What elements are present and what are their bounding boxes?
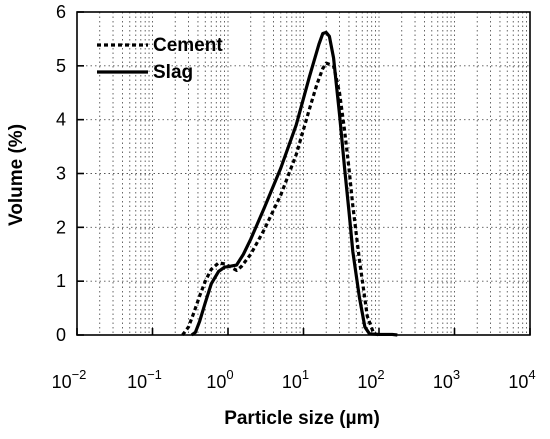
x-tick-label: 103 bbox=[433, 367, 460, 392]
x-tick-label: 102 bbox=[357, 367, 384, 392]
y-tick-label: 4 bbox=[56, 110, 66, 130]
y-tick-label: 6 bbox=[56, 2, 66, 22]
legend-label-slag: Slag bbox=[153, 62, 193, 83]
y-tick-label: 3 bbox=[56, 164, 66, 184]
y-tick-label: 1 bbox=[56, 271, 66, 291]
legend: Cement Slag bbox=[97, 35, 223, 83]
x-tick-labels: 10−2 10−1 100 101 102 103 104 bbox=[52, 367, 536, 392]
y-tick-labels: 0 1 2 3 4 5 6 bbox=[56, 2, 66, 345]
y-tick-label: 5 bbox=[56, 56, 66, 76]
legend-label-cement: Cement bbox=[153, 35, 223, 56]
x-tick-label: 104 bbox=[508, 367, 535, 392]
series-lines bbox=[181, 30, 398, 337]
y-tick-label: 2 bbox=[56, 217, 66, 237]
x-tick-label: 10−2 bbox=[52, 367, 87, 392]
x-axis-title: Particle size (µm) bbox=[224, 408, 380, 429]
y-axis-title: Volume (%) bbox=[6, 124, 27, 226]
x-tick-label: 10−1 bbox=[127, 367, 162, 392]
grid bbox=[77, 12, 530, 335]
x-tick-label: 100 bbox=[206, 367, 233, 392]
series-line-cement bbox=[181, 61, 380, 337]
y-tick-label: 0 bbox=[56, 325, 66, 345]
axis-ticks bbox=[76, 11, 531, 336]
series-line-slag bbox=[190, 30, 398, 337]
x-tick-label: 101 bbox=[282, 367, 309, 392]
